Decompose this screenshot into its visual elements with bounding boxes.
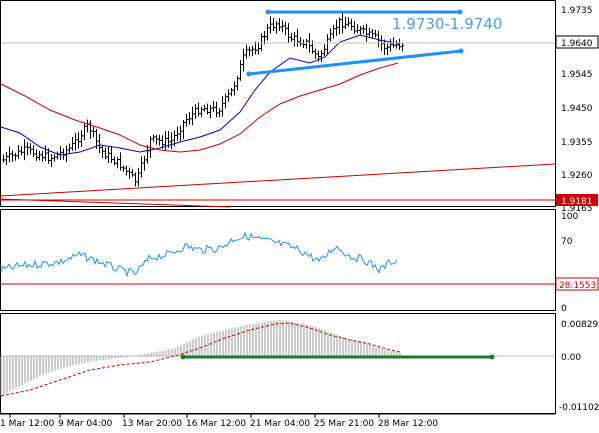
- macd-panel[interactable]: [0, 313, 556, 414]
- resistance-line[interactable]: [265, 9, 463, 15]
- red-level-tag: [556, 194, 598, 206]
- time-tick-label: 16 Mar 12:00: [186, 419, 246, 429]
- trend-lines[interactable]: [0, 163, 556, 208]
- current-price-label: 1.9640: [561, 39, 593, 49]
- trend-line[interactable]: [0, 198, 231, 208]
- time-tick-label: 25 Mar 21:00: [314, 419, 374, 429]
- time-tick-label: 28 Mar 12:00: [378, 419, 438, 429]
- price-tick-label: 1.9735: [561, 6, 593, 16]
- time-tick-label: 21 Mar 04:00: [250, 419, 310, 429]
- macd-horizontal-level[interactable]: [180, 354, 495, 360]
- rsi-tick-label: 0: [561, 304, 567, 314]
- macd-axis: 0.00829 0.00 -0.01102: [559, 320, 599, 413]
- rsi-panel[interactable]: [0, 209, 556, 311]
- macd-tick-label: 0.00829: [561, 320, 598, 330]
- rsi-tick-label: 100: [561, 212, 578, 222]
- candlestick-series: [2, 12, 404, 187]
- rsi-axis: 100 70 0 28.1553: [555, 212, 599, 314]
- red-level-label: 1.9181: [561, 197, 593, 207]
- slow-moving-average-line: [0, 62, 399, 153]
- price-tick-label: 1.9165: [561, 204, 593, 214]
- price-axis[interactable]: 1.9735 1.9545 1.9450 1.9355 1.9260 1.916…: [555, 6, 599, 214]
- time-tick-label: 9 Mar 04:00: [58, 419, 113, 429]
- rsi-level-tag: [555, 277, 599, 291]
- price-tick-label: 1.9355: [561, 138, 593, 148]
- main-price-panel[interactable]: [0, 0, 556, 207]
- price-tick-label: 1.9545: [561, 70, 593, 80]
- trend-line[interactable]: [0, 163, 556, 197]
- fast-moving-average-line: [0, 34, 401, 156]
- time-axis[interactable]: 1 Mar 12:00 9 Mar 04:00 13 Mar 20:00 16 …: [0, 413, 555, 429]
- support-line[interactable]: [246, 48, 464, 77]
- rsi-level-label: 28.1553: [559, 281, 596, 291]
- time-tick-label: 1 Mar 12:00: [0, 419, 55, 429]
- price-tick-label: 1.9450: [561, 104, 593, 114]
- time-tick-label: 13 Mar 20:00: [122, 419, 182, 429]
- rsi-tick-label: 70: [561, 237, 573, 247]
- macd-histogram: [0, 320, 401, 396]
- price-range-annotation: 1.9730-1.9740: [392, 15, 502, 33]
- macd-signal-line: [0, 322, 401, 397]
- macd-tick-label: -0.01102: [559, 403, 599, 413]
- price-tick-label: 1.9260: [561, 171, 593, 181]
- current-price-tag: [555, 35, 599, 49]
- rsi-line: [0, 231, 398, 278]
- macd-tick-label: 0.00: [561, 353, 581, 363]
